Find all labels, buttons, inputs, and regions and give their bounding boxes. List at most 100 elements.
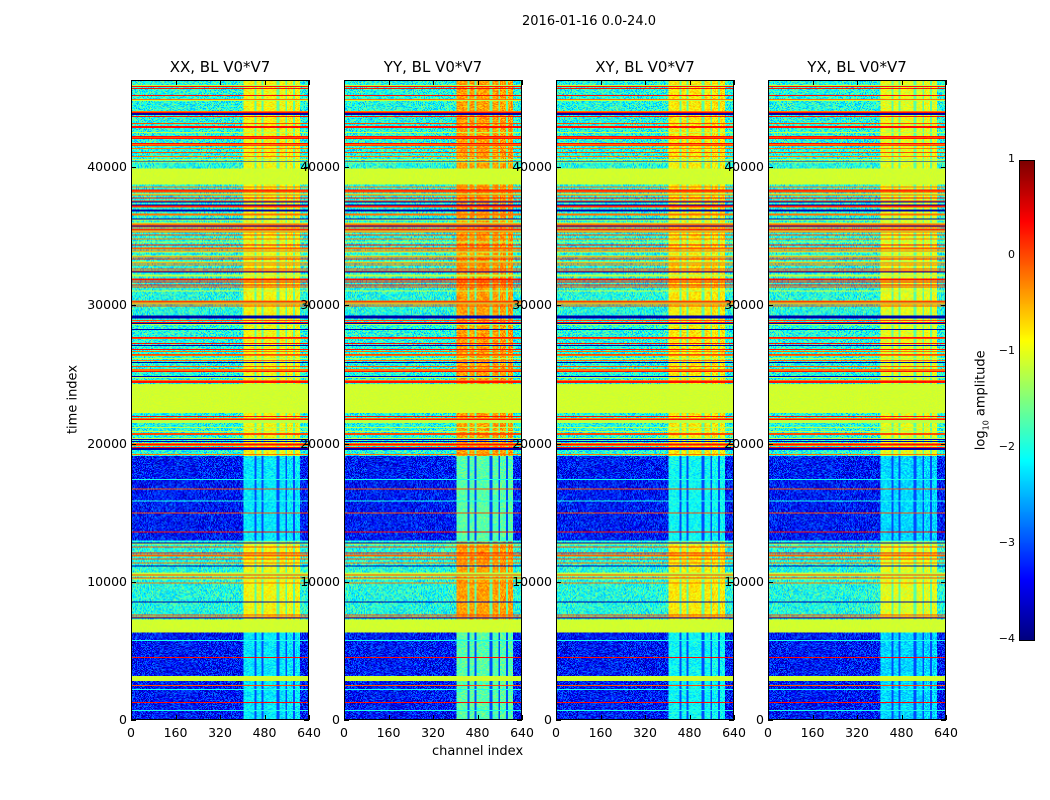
x-tick-label: 320 (845, 725, 869, 740)
x-tick-mark (522, 80, 523, 85)
colorbar-tick-label: −2 (998, 440, 1015, 453)
colorbar-tick-label: 1 (1008, 152, 1015, 165)
x-tick-mark (433, 715, 434, 720)
x-tick-mark (734, 80, 735, 85)
y-tick-mark (304, 443, 309, 445)
y-tick-mark (941, 305, 946, 307)
heatmap-panel (556, 80, 734, 720)
y-tick-mark (304, 167, 309, 169)
x-tick-mark (946, 715, 947, 720)
y-tick-mark (131, 720, 136, 721)
heatmap-panel (131, 80, 309, 720)
y-tick-label: 40000 (512, 159, 552, 175)
x-tick-mark (433, 80, 434, 85)
colorbar-tick-label: −4 (998, 632, 1015, 645)
y-tick-mark (729, 305, 734, 307)
x-tick-mark (768, 80, 769, 85)
heatmap-panel (768, 80, 946, 720)
x-tick-mark (556, 715, 557, 720)
y-tick-mark (344, 305, 349, 307)
y-tick-mark (517, 443, 522, 445)
y-tick-mark (768, 720, 773, 721)
x-tick-label: 160 (800, 725, 825, 740)
x-tick-label: 480 (465, 725, 490, 740)
y-tick-mark (517, 581, 522, 583)
panel-title: YX, BL V0*V7 (807, 58, 907, 76)
x-tick-mark (264, 715, 266, 720)
figure-title: 2016-01-16 0.0-24.0 (522, 14, 656, 29)
y-tick-mark (729, 581, 734, 583)
x-tick-label: 0 (552, 725, 560, 740)
y-tick-label: 40000 (300, 159, 340, 175)
x-tick-label: 320 (208, 725, 232, 740)
y-tick-mark (131, 443, 136, 445)
y-tick-mark (941, 167, 946, 169)
y-tick-mark (556, 443, 561, 445)
y-tick-mark (941, 581, 946, 583)
y-tick-mark (768, 305, 773, 307)
x-tick-mark (812, 80, 814, 85)
y-tick-label: 0 (332, 712, 340, 727)
x-tick-mark (220, 80, 221, 85)
x-tick-mark (388, 80, 390, 85)
x-tick-mark (220, 715, 221, 720)
x-tick-label: 480 (889, 725, 914, 740)
x-tick-label: 0 (127, 725, 135, 740)
y-tick-label: 20000 (300, 435, 340, 451)
y-tick-label: 0 (544, 712, 552, 727)
x-tick-label: 320 (633, 725, 657, 740)
y-tick-label: 10000 (724, 573, 764, 589)
x-tick-mark (946, 80, 947, 85)
y-tick-label: 30000 (512, 297, 552, 313)
y-tick-label: 30000 (724, 297, 764, 313)
y-tick-mark (556, 581, 561, 583)
colorbar-tick-label: −3 (998, 536, 1015, 549)
y-tick-mark (729, 443, 734, 445)
x-tick-mark (344, 715, 345, 720)
y-tick-mark (556, 167, 561, 169)
heatmap-image (132, 81, 308, 719)
panel-title: XY, BL V0*V7 (595, 58, 695, 76)
x-tick-label: 160 (376, 725, 401, 740)
x-tick-mark (734, 715, 735, 720)
panel-title: YY, BL V0*V7 (383, 58, 483, 76)
x-tick-mark (264, 80, 266, 85)
colorbar-tick-label: −1 (998, 344, 1015, 357)
y-tick-mark (344, 720, 349, 721)
y-tick-mark (941, 720, 946, 721)
x-tick-mark (600, 715, 602, 720)
heatmap-panel (344, 80, 522, 720)
x-tick-mark (131, 80, 132, 85)
x-tick-label: 640 (934, 725, 958, 740)
y-tick-label: 10000 (512, 573, 552, 589)
y-tick-label: 20000 (87, 435, 127, 451)
x-tick-label: 480 (677, 725, 702, 740)
y-tick-mark (304, 581, 309, 583)
y-tick-mark (729, 720, 734, 721)
y-tick-label: 40000 (724, 159, 764, 175)
x-tick-mark (477, 715, 479, 720)
x-tick-label: 640 (297, 725, 321, 740)
y-tick-mark (941, 443, 946, 445)
y-tick-mark (304, 305, 309, 307)
y-tick-mark (131, 581, 136, 583)
y-tick-mark (517, 167, 522, 169)
x-tick-mark (344, 80, 345, 85)
y-tick-mark (344, 443, 349, 445)
heatmap-image (769, 81, 945, 719)
heatmap-image (345, 81, 521, 719)
y-tick-mark (768, 167, 773, 169)
y-tick-mark (768, 581, 773, 583)
y-tick-label: 20000 (512, 435, 552, 451)
x-tick-mark (901, 80, 903, 85)
x-tick-mark (689, 715, 691, 720)
x-tick-mark (175, 715, 177, 720)
x-tick-mark (600, 80, 602, 85)
x-tick-mark (309, 715, 310, 720)
x-tick-label: 640 (510, 725, 534, 740)
y-tick-label: 10000 (300, 573, 340, 589)
x-tick-mark (645, 715, 646, 720)
y-tick-mark (344, 581, 349, 583)
x-axis-label: channel index (432, 744, 524, 759)
x-tick-mark (768, 715, 769, 720)
